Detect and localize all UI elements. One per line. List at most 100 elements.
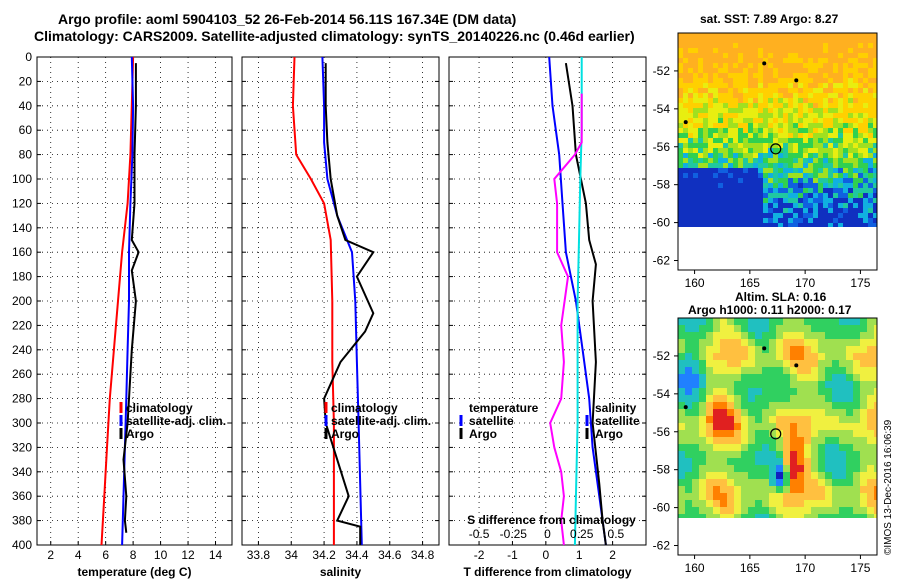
sst_map-cell	[798, 33, 803, 38]
sst_map-cell	[868, 143, 873, 148]
sst_map-cell	[778, 208, 783, 213]
sst_map-cell	[803, 43, 808, 48]
sst_map-cell	[848, 73, 853, 78]
sst_map-cell	[708, 148, 713, 153]
sst_map-cell	[743, 183, 748, 188]
sla_map-cell	[678, 325, 685, 332]
sla_map-cell	[678, 360, 685, 367]
sst_map-cell	[793, 43, 798, 48]
sla_map-cell	[776, 493, 783, 500]
sst_map-cell	[833, 143, 838, 148]
sst_map-cell	[758, 138, 763, 143]
sst_map-cell	[838, 188, 843, 193]
sla_map-cell	[727, 507, 734, 514]
sst_map-cell	[778, 43, 783, 48]
sst_map-cell	[873, 158, 877, 163]
sla_map-cell	[748, 353, 755, 360]
sst_map-cell	[763, 63, 768, 68]
sst_map-cell	[793, 83, 798, 88]
sla_map-cell	[713, 332, 720, 339]
sla_map-cell	[692, 374, 699, 381]
sst_map-cell	[778, 168, 783, 173]
sst_map-cell	[783, 88, 788, 93]
sst_map-cell	[833, 88, 838, 93]
sst_map-cell	[758, 103, 763, 108]
sst_map-cell	[798, 63, 803, 68]
sla_map-cell	[797, 416, 804, 423]
sst_map-cell	[868, 138, 873, 143]
sla_map-cell	[839, 353, 846, 360]
sst_map-cell	[713, 193, 718, 198]
sst_map-cell	[858, 58, 863, 63]
sst_map-cell	[683, 193, 688, 198]
sst_map-cell	[798, 198, 803, 203]
sst_map-cell	[783, 108, 788, 113]
sst_map-cell	[698, 98, 703, 103]
sst_map-cell	[813, 193, 818, 198]
sst_map-cell	[718, 103, 723, 108]
sla_map-cell	[832, 332, 839, 339]
sla_map-cell	[678, 444, 685, 451]
sst_map-cell	[778, 213, 783, 218]
sst_map-cell	[743, 143, 748, 148]
sla_map-cell	[741, 395, 748, 402]
sst_map-cell	[783, 118, 788, 123]
sst_map-cell	[763, 43, 768, 48]
sst_map-cell	[693, 108, 698, 113]
sst_map-cell	[833, 118, 838, 123]
sla_map-cell	[713, 479, 720, 486]
sst_map-cell	[868, 53, 873, 58]
sst_map-cell	[678, 98, 683, 103]
sst_map-cell	[748, 73, 753, 78]
sst_map-cell	[808, 93, 813, 98]
sst_map-cell	[743, 98, 748, 103]
sst_map-cell	[778, 173, 783, 178]
sla_map-cell	[825, 486, 832, 493]
sst_map-cell	[788, 208, 793, 213]
sst_map-cell	[803, 218, 808, 223]
sla_map-cell	[734, 381, 741, 388]
sla_map-cell	[818, 472, 825, 479]
sst_map-cell	[778, 178, 783, 183]
sst_map-cell	[823, 208, 828, 213]
sst_map-cell	[873, 38, 877, 43]
sla_map-cell	[839, 500, 846, 507]
sst_map-cell	[838, 53, 843, 58]
sst_map-cell	[723, 168, 728, 173]
sla_map-cell	[769, 465, 776, 472]
sst_map-cell	[818, 48, 823, 53]
sst_map-cell	[758, 43, 763, 48]
sst_map-cell	[678, 198, 683, 203]
sst_map-cell	[768, 48, 773, 53]
sst_map-cell	[823, 183, 828, 188]
sst_map-cell	[848, 53, 853, 58]
sst_map-cell	[788, 173, 793, 178]
sst_map-cell	[708, 213, 713, 218]
sst_map-cell	[718, 43, 723, 48]
sla_map-cell	[692, 437, 699, 444]
sla_map-cell	[818, 507, 825, 514]
sla_map-cell	[832, 409, 839, 416]
sst_map-cell	[858, 93, 863, 98]
sst_map-cell	[688, 98, 693, 103]
sst_map-cell	[808, 78, 813, 83]
sst_map-cell	[768, 183, 773, 188]
sst_map-cell	[733, 203, 738, 208]
sla_map-cell	[860, 318, 867, 325]
sst_map-cell	[848, 138, 853, 143]
sst_map-cell	[683, 188, 688, 193]
sst_map-cell	[783, 33, 788, 38]
sla_map-cell	[720, 325, 727, 332]
sla_map-cell	[853, 409, 860, 416]
sst_map-cell	[713, 163, 718, 168]
sst_map-cell	[723, 213, 728, 218]
sst_map-cell	[708, 208, 713, 213]
sla_map-cell	[776, 381, 783, 388]
sst_map-cell	[868, 148, 873, 153]
sst_map-cell	[773, 93, 778, 98]
sla_map-cell	[678, 402, 685, 409]
sla_map-cell	[832, 437, 839, 444]
sst_map-cell	[778, 188, 783, 193]
sst_map-cell	[778, 73, 783, 78]
sla_map-cell	[867, 430, 874, 437]
